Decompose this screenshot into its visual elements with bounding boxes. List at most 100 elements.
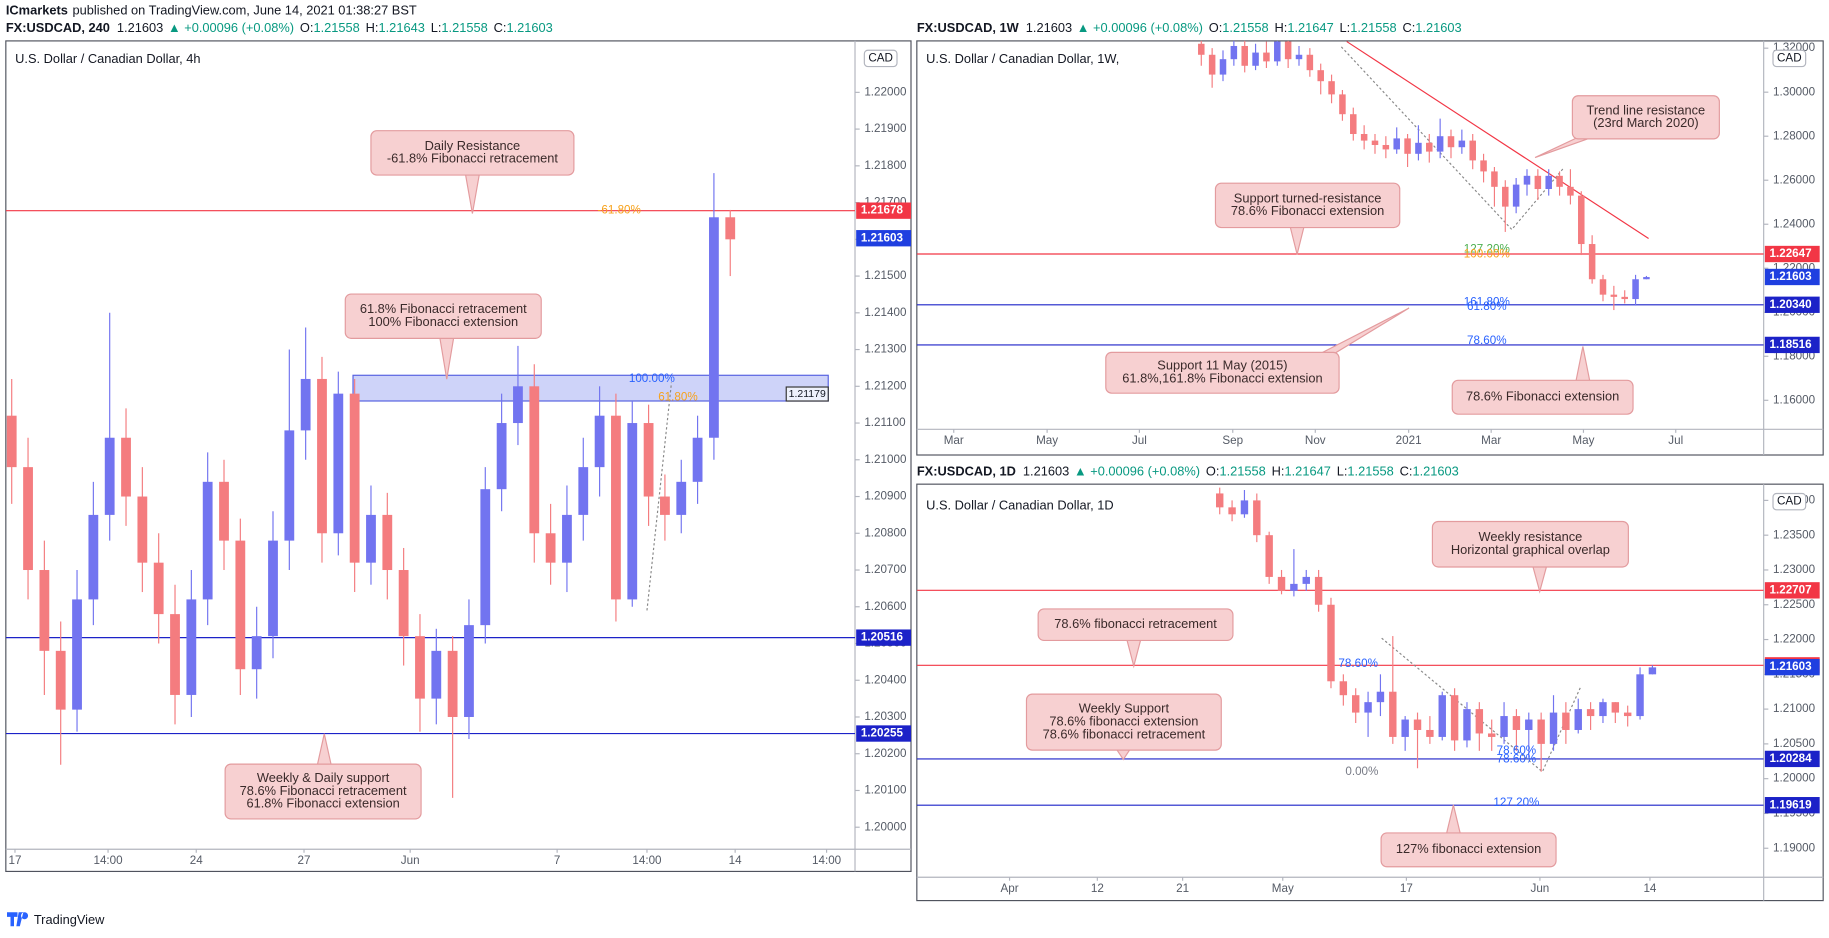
candle-body [1382,145,1390,150]
candle-body [1610,294,1618,297]
fib-label: 100.00% [1464,248,1510,261]
currency-label: CAD [1777,51,1802,64]
candle-body [529,386,540,534]
chart-header: FX:USDCAD, 240 1.21603 ▲ +0.00096 (+0.08%)… [6,21,553,36]
candle-body [1438,695,1446,737]
callout-box [1105,351,1340,394]
candle-body [1480,160,1487,172]
callout-text: 78.6% Fibonacci extension [1231,203,1384,218]
candle-body [545,533,556,563]
candle-body [1198,43,1205,55]
callout-text: Daily Resistance [425,138,521,153]
currency-label: CAD [868,51,893,64]
candle-body [23,467,33,571]
ohlc-key: L: [431,21,442,36]
x-tick-label: May [1272,882,1294,895]
x-tick-label: Sep [1222,434,1243,447]
candle-body [1328,81,1335,95]
x-tick-label: Jun [1531,882,1550,895]
y-tick-label: 1.20800 [864,526,907,539]
x-tick-label: Mar [944,434,964,447]
trend-line [1346,41,1649,240]
candle-body [1562,712,1570,730]
candle-body [1447,136,1455,148]
callout-text: Trend line resistance [1587,102,1706,117]
price-tag [1764,245,1820,263]
fib-label: 78.60% [1497,744,1537,757]
callout-text: Weekly resistance [1478,529,1582,544]
candle-body [1327,604,1335,682]
y-tick-label: 1.20200 [864,747,907,760]
x-tick-label: 17 [8,854,21,867]
candle-body [300,378,311,431]
candle-body [55,650,66,710]
candle-body [1512,184,1520,207]
candle-body [660,496,670,515]
ohlc-value: 1.21558 [1222,21,1268,36]
candle-body [1578,195,1585,245]
fib-label: 61.80% [1467,300,1507,313]
price-tag [1764,268,1820,286]
x-tick-label: 7 [554,854,560,867]
chart-panel: FX:USDCAD, 1W 1.21603 ▲ +0.00096 (+0.08%) O… [916,21,1824,456]
price-tag-label: 1.18516 [1770,338,1813,351]
currency-label: CAD [1777,495,1802,508]
candle-body [1208,54,1216,75]
footer-logo: TradingView [6,912,105,927]
ohlc-value: 1.21558 [1347,464,1393,479]
candle-body [1352,695,1360,713]
candle-body [1426,142,1433,152]
candle-body [1350,114,1357,135]
candle-body [1599,279,1607,295]
chart-title: U.S. Dollar / Canadian Dollar, 4h [15,51,200,66]
candle-body [398,570,409,637]
x-tick-label: 14 [729,854,742,867]
x-tick-label: 14:00 [632,854,662,867]
ohlc-key: L: [1340,21,1351,36]
candle-body [464,625,474,717]
ohlc-key: C: [1400,464,1413,479]
ohlc-key: H: [1274,21,1287,36]
chart-header: FX:USDCAD, 1W 1.21603 ▲ +0.00096 (+0.08%) O… [917,21,1462,36]
price-tag [856,202,912,219]
ohlc-key: O: [1209,21,1223,36]
x-tick-label: May [1572,434,1594,447]
callout-box [1380,832,1557,868]
footer-brand: TradingView [34,912,105,927]
logo-mark [6,912,29,927]
callout-text: 78.6% fibonacci retracement [1054,616,1217,631]
ohlc-value: 1.21558 [1219,464,1265,479]
ohlc-value: 1.21647 [1287,21,1333,36]
candle-body [496,423,507,490]
callout-box [224,763,422,820]
callout: 78.6% fibonacci retracement [1037,608,1234,669]
chart-header: FX:USDCAD, 1D 1.21603 ▲ +0.00096 (+0.08%) O… [917,464,1459,479]
candle-body [1623,712,1632,717]
y-tick-label: 1.26000 [1773,173,1816,186]
candle-body [1393,138,1400,150]
y-tick-label: 1.20100 [864,784,907,797]
candle-body [1475,709,1484,734]
price-tag-label: 1.20516 [861,631,904,644]
candle-body [1487,733,1496,737]
y-tick-label: 1.22500 [1773,598,1816,611]
ohlc-key: H: [366,21,379,36]
x-tick-label: 21 [1176,882,1189,895]
ohlc-value: 1.21643 [378,21,424,36]
candle-body [1502,186,1509,207]
last-price: 1.21603 [117,21,163,36]
price-tag [1764,582,1820,599]
candle-body [1295,54,1303,60]
candle-body [1469,140,1476,161]
callout: Trend line resistance(23rd March 2020) [1534,95,1720,159]
y-tick-label: 1.21800 [864,159,907,172]
candle-body [1339,681,1348,696]
callout-text: 78.6% Fibonacci retracement [240,783,407,798]
candle-body [1500,716,1508,737]
x-tick-label: 14:00 [93,854,123,867]
candle-body [1512,716,1521,730]
fib-label: 0.00% [1345,765,1378,778]
candle-body [1611,702,1620,713]
